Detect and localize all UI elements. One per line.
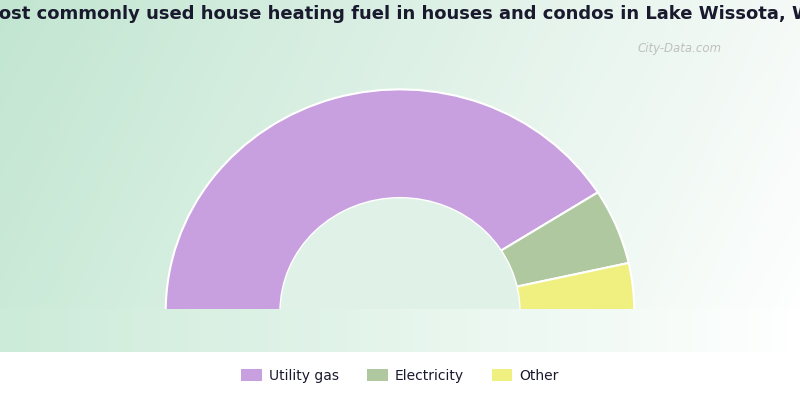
- Bar: [14, 309, 26, 352]
- Bar: [654, 309, 666, 352]
- Bar: [186, 309, 200, 352]
- Text: Most commonly used house heating fuel in houses and condos in Lake Wissota, WI: Most commonly used house heating fuel in…: [0, 6, 800, 24]
- Bar: [294, 309, 306, 352]
- Wedge shape: [400, 192, 629, 311]
- Bar: [346, 309, 360, 352]
- Bar: [786, 309, 800, 352]
- Circle shape: [280, 198, 520, 400]
- Bar: [586, 309, 600, 352]
- Bar: [480, 309, 494, 352]
- Bar: [26, 309, 40, 352]
- Bar: [400, 309, 414, 352]
- Bar: [680, 309, 694, 352]
- Bar: [280, 309, 294, 352]
- Bar: [94, 309, 106, 352]
- Bar: [54, 309, 66, 352]
- Bar: [706, 309, 720, 352]
- Bar: [546, 309, 560, 352]
- Bar: [506, 309, 520, 352]
- Legend: Utility gas, Electricity, Other: Utility gas, Electricity, Other: [236, 364, 564, 388]
- Bar: [146, 309, 160, 352]
- Bar: [560, 309, 574, 352]
- Bar: [254, 309, 266, 352]
- Bar: [626, 309, 640, 352]
- Bar: [746, 309, 760, 352]
- Bar: [240, 309, 254, 352]
- Bar: [306, 309, 320, 352]
- Bar: [720, 309, 734, 352]
- Bar: [200, 309, 214, 352]
- Bar: [214, 309, 226, 352]
- Bar: [40, 309, 54, 352]
- Bar: [466, 309, 480, 352]
- Bar: [520, 309, 534, 352]
- Bar: [454, 309, 466, 352]
- Bar: [320, 309, 334, 352]
- Bar: [640, 309, 654, 352]
- Bar: [414, 309, 426, 352]
- Bar: [386, 309, 400, 352]
- Wedge shape: [400, 263, 634, 311]
- Bar: [440, 309, 454, 352]
- Bar: [666, 309, 680, 352]
- Bar: [226, 309, 240, 352]
- Bar: [774, 309, 786, 352]
- Bar: [694, 309, 706, 352]
- Bar: [66, 309, 80, 352]
- Bar: [614, 309, 626, 352]
- Bar: [80, 309, 94, 352]
- Bar: [0, 309, 14, 352]
- Bar: [426, 309, 440, 352]
- Bar: [174, 309, 186, 352]
- Bar: [334, 309, 346, 352]
- Bar: [266, 309, 280, 352]
- Bar: [760, 309, 774, 352]
- Wedge shape: [166, 89, 598, 311]
- Bar: [120, 309, 134, 352]
- Bar: [160, 309, 174, 352]
- Bar: [534, 309, 546, 352]
- Bar: [734, 309, 746, 352]
- Bar: [574, 309, 586, 352]
- Bar: [106, 309, 120, 352]
- Bar: [134, 309, 146, 352]
- Bar: [494, 309, 506, 352]
- Bar: [360, 309, 374, 352]
- Text: City-Data.com: City-Data.com: [638, 42, 722, 55]
- Bar: [600, 309, 614, 352]
- Bar: [374, 309, 386, 352]
